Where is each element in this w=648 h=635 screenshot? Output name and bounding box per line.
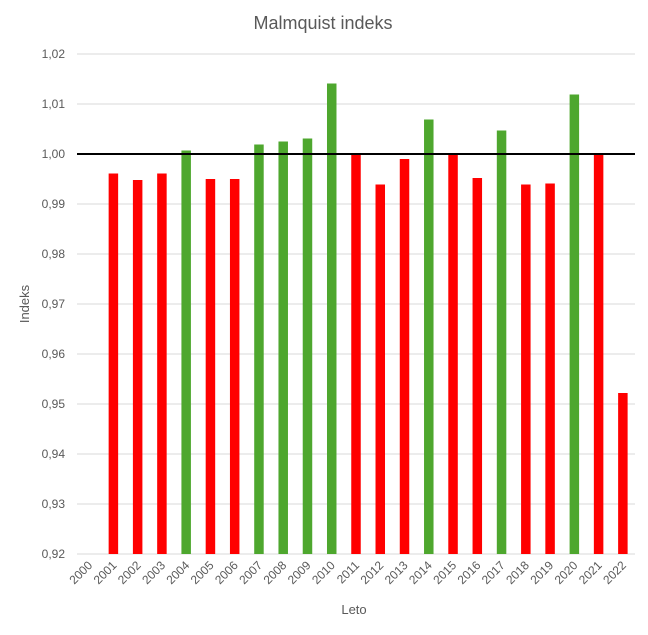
bar-2007 [254, 144, 264, 554]
bar-2016 [472, 178, 483, 554]
y-tick-label: 1,00 [42, 147, 66, 161]
x-tick-label: 2000 [66, 558, 95, 587]
bar-2017 [496, 130, 507, 554]
x-tick-label: 2022 [600, 558, 629, 587]
chart-title: Malmquist indeks [253, 13, 392, 33]
bars [108, 83, 628, 554]
y-tick-label: 0,98 [42, 247, 66, 261]
x-tick-label: 2006 [212, 558, 241, 587]
x-tick-label: 2007 [236, 558, 265, 587]
y-tick-label: 0,92 [42, 547, 66, 561]
y-tick-label: 0,93 [42, 497, 66, 511]
y-tick-label: 0,94 [42, 447, 66, 461]
bar-2005 [205, 179, 216, 554]
x-tick-label: 2001 [91, 558, 120, 587]
bar-2015 [448, 154, 458, 554]
x-tick-label: 2012 [358, 558, 387, 587]
bar-2010 [326, 83, 337, 554]
bar-2021 [593, 154, 604, 554]
x-tick-label: 2017 [479, 558, 508, 587]
y-tick-label: 1,02 [42, 47, 66, 61]
x-tick-label: 2005 [188, 558, 217, 587]
y-axis-label: Indeks [17, 284, 32, 323]
x-tick-label: 2008 [261, 558, 290, 587]
y-tick-label: 0,97 [42, 297, 66, 311]
y-axis-ticks: 0,92 0,93 0,94 0,95 0,96 0,97 0,98 0,99 1,00 1,01… [42, 47, 66, 561]
bar-2009 [302, 138, 313, 554]
y-tick-label: 1,01 [42, 97, 66, 111]
x-tick-label: 2014 [406, 558, 435, 587]
bar-2018 [521, 184, 531, 554]
x-tick-label: 2016 [455, 558, 484, 587]
x-tick-label: 2019 [527, 558, 556, 587]
bar-2020 [569, 94, 580, 554]
bar-2008 [278, 141, 288, 554]
x-tick-label: 2013 [382, 558, 411, 587]
bar-2004 [181, 150, 191, 554]
x-axis-ticks: 2000200120022003200420052006200720082009… [66, 558, 629, 587]
bar-2019 [545, 183, 555, 554]
x-tick-label: 2003 [139, 558, 168, 587]
x-tick-label: 2009 [285, 558, 314, 587]
bar-2013 [399, 159, 410, 554]
x-tick-label: 2011 [334, 558, 362, 586]
y-tick-label: 0,99 [42, 197, 66, 211]
bar-2014 [424, 119, 434, 554]
y-tick-label: 0,95 [42, 397, 66, 411]
x-tick-label: 2015 [430, 558, 459, 587]
x-tick-label: 2021 [576, 558, 605, 587]
bar-2001 [108, 173, 119, 554]
bar-2002 [132, 180, 143, 554]
x-axis-label: Leto [341, 602, 366, 617]
bar-2012 [375, 184, 386, 554]
y-tick-label: 0,96 [42, 347, 66, 361]
x-tick-label: 2010 [309, 558, 338, 587]
x-tick-label: 2018 [503, 558, 532, 587]
x-tick-label: 2020 [552, 558, 581, 587]
bar-2006 [229, 179, 240, 554]
bar-2003 [157, 173, 167, 554]
bar-2011 [351, 154, 361, 554]
x-tick-label: 2002 [115, 558, 144, 587]
bar-2022 [618, 393, 628, 554]
x-tick-label: 2004 [164, 558, 193, 587]
